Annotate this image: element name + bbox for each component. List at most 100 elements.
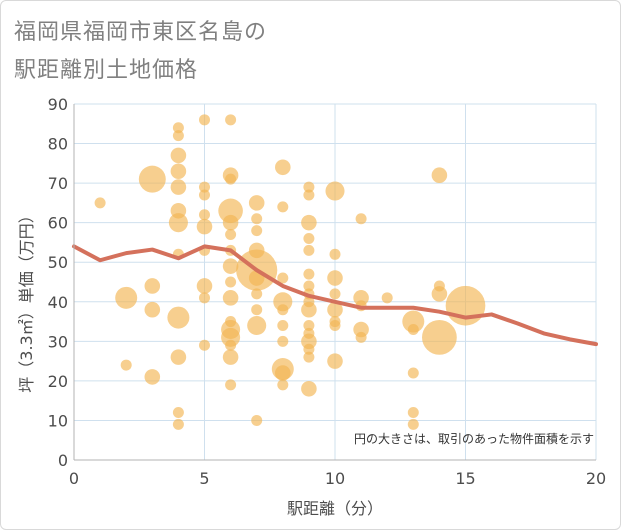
bubble-point bbox=[355, 331, 367, 343]
bubble-point bbox=[303, 189, 315, 201]
bubble-point bbox=[199, 114, 210, 126]
y-tick-label: 40 bbox=[48, 293, 68, 312]
bubble-point bbox=[431, 167, 448, 183]
bubble-series bbox=[94, 114, 486, 430]
bubble-point bbox=[144, 278, 161, 294]
bubble-point bbox=[301, 301, 317, 318]
y-tick-label: 0 bbox=[58, 451, 68, 470]
bubble-point bbox=[329, 320, 341, 332]
bubble-point bbox=[199, 189, 210, 201]
bubble-point bbox=[221, 327, 241, 347]
bubble-point bbox=[277, 304, 289, 316]
bubble-point bbox=[277, 379, 289, 391]
bubble-point bbox=[327, 301, 343, 318]
bubble-size-note: 円の大きさは、取引のあった物件面積を示す bbox=[354, 431, 594, 446]
bubble-point bbox=[172, 407, 184, 419]
bubble-point bbox=[225, 379, 237, 391]
bubble-point bbox=[172, 130, 184, 142]
bubble-point bbox=[329, 248, 341, 260]
bubble-point bbox=[277, 335, 289, 347]
bubble-point bbox=[407, 323, 419, 335]
bubble-point bbox=[94, 197, 106, 209]
bubble-point bbox=[222, 290, 239, 306]
bubble-point bbox=[199, 181, 210, 193]
y-tick-label: 30 bbox=[48, 332, 68, 351]
bubble-point bbox=[353, 321, 369, 338]
chart-title-line1: 福岡県福岡市東区名島の bbox=[14, 20, 268, 45]
bubble-point bbox=[277, 320, 289, 332]
bubble-point bbox=[251, 414, 263, 426]
bubble-point bbox=[225, 339, 237, 351]
bubble-point bbox=[120, 359, 132, 371]
bubble-point bbox=[251, 288, 263, 300]
bubble-point bbox=[353, 290, 369, 306]
bubble-point bbox=[303, 280, 315, 292]
bubble-point bbox=[301, 214, 317, 231]
bubble-point bbox=[303, 320, 315, 332]
bubble-point bbox=[355, 213, 367, 225]
bubble-point bbox=[303, 343, 315, 355]
average-price-line bbox=[72, 244, 598, 347]
bubble-point bbox=[168, 213, 188, 233]
bubble-point bbox=[422, 319, 457, 355]
y-axis-label: 坪（3.3㎡）単価（万円） bbox=[17, 207, 36, 392]
bubble-point bbox=[248, 195, 265, 211]
bubble-point bbox=[225, 276, 237, 288]
bubble-point bbox=[218, 198, 243, 224]
bubble-point bbox=[222, 258, 239, 274]
x-tick-label: 5 bbox=[199, 469, 209, 488]
bubble-point bbox=[222, 349, 239, 365]
bubble-point bbox=[225, 229, 237, 241]
bubble-point bbox=[251, 213, 263, 225]
bubble-point bbox=[170, 147, 187, 164]
bubble-point bbox=[167, 306, 190, 329]
bubble-point bbox=[329, 288, 341, 300]
x-tick-label: 20 bbox=[586, 469, 606, 488]
bubble-point bbox=[277, 272, 289, 284]
bubble-point bbox=[225, 114, 237, 126]
bubble-point bbox=[327, 353, 343, 369]
bubble-point bbox=[431, 286, 448, 302]
x-axis-label: 駅距離（分） bbox=[287, 499, 383, 518]
y-tick-label: 70 bbox=[48, 174, 68, 193]
y-tick-label: 90 bbox=[48, 95, 68, 114]
bubble-point bbox=[247, 315, 267, 336]
bubble-point bbox=[407, 407, 419, 419]
y-tick-label: 20 bbox=[48, 372, 68, 391]
y-tick-label: 80 bbox=[48, 135, 68, 154]
x-tick-label: 10 bbox=[325, 469, 345, 488]
bubble-point bbox=[199, 339, 210, 351]
bubble-point bbox=[402, 310, 425, 333]
bubble-point bbox=[199, 292, 210, 304]
tick-labels: 0 10 20 30 40 50 60 70 80 90 0 5 10 15 20 bbox=[48, 95, 607, 488]
bubble-point bbox=[445, 285, 486, 326]
bubble-point bbox=[407, 418, 419, 430]
chart-title-line2: 駅距離別土地価格 bbox=[14, 58, 199, 83]
bubble-point bbox=[196, 218, 213, 235]
bubble-point bbox=[138, 165, 166, 193]
bubble-point bbox=[303, 268, 315, 280]
x-tick-label: 0 bbox=[69, 469, 79, 488]
trend-line-group bbox=[72, 244, 598, 347]
bubble-point bbox=[222, 214, 239, 231]
bubble-point bbox=[275, 365, 291, 381]
bubble-point bbox=[172, 418, 184, 430]
bubble-point bbox=[251, 225, 263, 237]
bubble-point bbox=[199, 209, 210, 221]
bubble-point bbox=[303, 351, 315, 363]
bubble-point bbox=[144, 301, 161, 318]
bubble-point bbox=[273, 292, 293, 312]
bubble-point bbox=[170, 349, 187, 365]
y-tick-label: 50 bbox=[48, 253, 68, 272]
x-tick-label: 15 bbox=[455, 469, 475, 488]
bubble-point bbox=[170, 179, 187, 195]
bubble-point bbox=[170, 163, 187, 180]
bubble-point bbox=[327, 270, 343, 286]
bubble-point bbox=[115, 286, 138, 309]
axes bbox=[73, 104, 596, 461]
bubble-point bbox=[303, 232, 315, 244]
bubble-point bbox=[144, 369, 161, 385]
bubble-point bbox=[251, 304, 263, 316]
